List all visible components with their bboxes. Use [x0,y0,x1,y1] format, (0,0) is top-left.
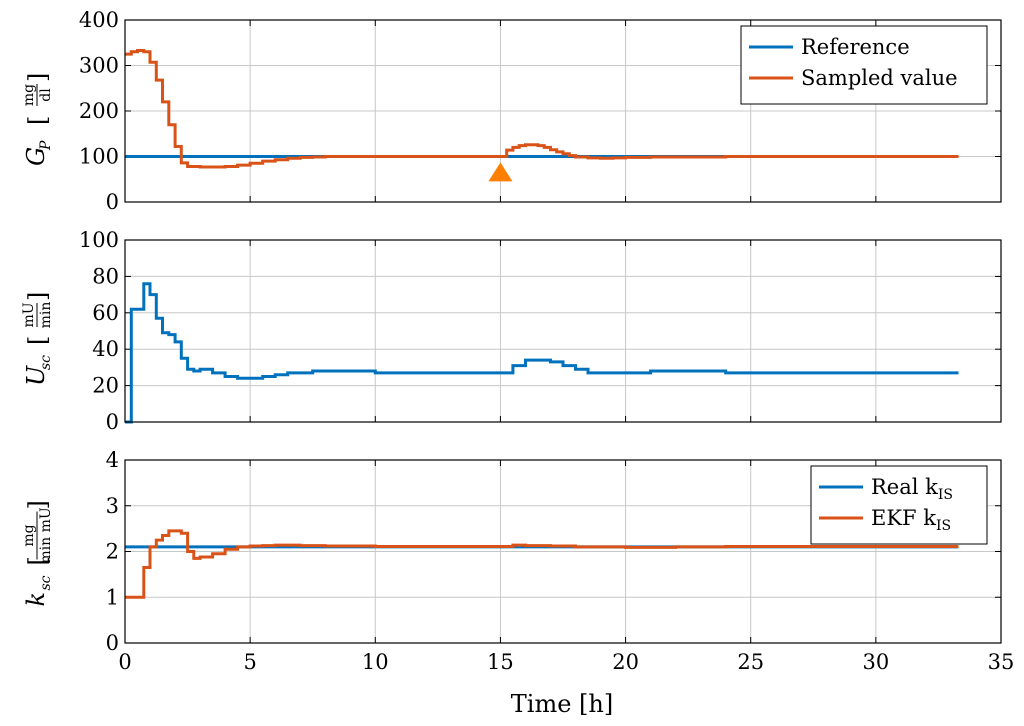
series-line-signal [125,282,959,424]
y-label-variable: U [22,365,50,386]
y-label-bracket-open: [ [24,116,52,125]
y-tick-label: 200 [79,99,119,123]
y-tick-label: 0 [106,410,119,434]
y-tick-label: 4 [106,448,119,472]
y-label-subscript: P [38,140,54,151]
x-tick-label: 20 [612,650,639,674]
y-tick-label: 60 [92,301,119,325]
y-tick-label: 100 [79,145,119,169]
x-tick-label: 15 [487,650,514,674]
y-tick-label: 0 [106,190,119,214]
x-axis: Time [h] [511,690,613,718]
legend-label: Reference [801,35,910,59]
y-label-unit-numerator: mg [21,84,37,106]
y-label-unit-numerator: mU [21,302,37,327]
x-axis-label: Time [h] [511,690,613,718]
y-label-unit-denominator: min mU [38,507,54,563]
legend-label-subscript: IS [936,518,951,534]
x-tick-label: 30 [862,650,889,674]
y-tick-label: 3 [106,494,119,518]
y-axis-label: GP [ mg dl] [21,73,54,166]
legend-box [740,25,988,105]
legend-label: Sampled value [801,66,958,90]
legend: Reference Sampled value [740,25,988,105]
y-label-variable: k [22,592,50,607]
y-label-variable: G [22,147,50,166]
y-tick-label: 100 [79,228,119,252]
x-tick-label: 35 [988,650,1015,674]
y-label-bracket-close: ] [24,292,52,301]
y-label-unit-numerator: mg [21,524,37,546]
y-tick-label: 40 [92,337,119,361]
y-tick-label: 2 [106,540,119,564]
series-line-sampled-value [125,49,959,169]
plot-frame [124,459,1002,644]
x-tick-label: 5 [243,650,256,674]
y-tick-label: 400 [79,8,119,32]
y-label-unit-denominator: min [38,302,54,329]
y-tick-label: 20 [92,374,119,398]
chart-panel-2: 0 20 40 60 80 100 Usc [ mU min] [21,228,1002,434]
event-marker-triangle [488,162,513,182]
x-tick-label: 0 [118,650,131,674]
y-tick-label: 300 [79,54,119,78]
legend-box [810,465,988,545]
chart-panel-1: 0 100 200 300 400 GP [ mg dl] Reference Sampled va… [21,8,1002,214]
plot-frame [124,239,1002,423]
x-tick-label: 10 [362,650,389,674]
y-tick-label: 0 [106,631,119,655]
plot-frame [124,19,1002,203]
chart-panel-3: 0 5 10 15 20 25 30 35 0 1 2 3 4 k sc [ mg min mU] Real kIS… [21,448,1014,674]
y-label-bracket-close: ] [24,73,52,82]
y-axis-label: k sc [ mg min mU] [21,500,54,606]
y-tick-label: 80 [92,264,119,288]
y-label-bracket-open: [ [24,556,52,565]
y-label-bracket-close: ] [24,500,52,509]
y-label-bracket-open: [ [24,336,52,345]
x-tick-label: 25 [737,650,764,674]
y-axis-label: Usc [ mU min] [21,292,54,386]
y-label-unit-denominator: dl [38,88,54,102]
y-tick-label: 1 [106,585,119,609]
series-line-ekf-k [125,529,959,599]
y-label-subscript: sc [38,355,54,370]
legend-label-subscript: IS [938,487,953,503]
y-label-subscript: sc [38,575,54,590]
